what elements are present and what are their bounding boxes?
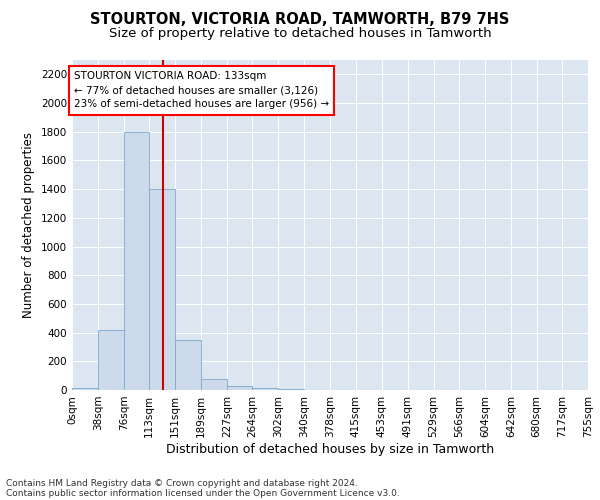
- Bar: [253, 388, 278, 390]
- Bar: [175, 340, 201, 390]
- Bar: [98, 330, 124, 390]
- Text: Size of property relative to detached houses in Tamworth: Size of property relative to detached ho…: [109, 28, 491, 40]
- Text: STOURTON, VICTORIA ROAD, TAMWORTH, B79 7HS: STOURTON, VICTORIA ROAD, TAMWORTH, B79 7…: [91, 12, 509, 28]
- Y-axis label: Number of detached properties: Number of detached properties: [22, 132, 35, 318]
- Text: Contains HM Land Registry data © Crown copyright and database right 2024.: Contains HM Land Registry data © Crown c…: [6, 478, 358, 488]
- Text: Contains public sector information licensed under the Open Government Licence v3: Contains public sector information licen…: [6, 488, 400, 498]
- X-axis label: Distribution of detached houses by size in Tamworth: Distribution of detached houses by size …: [166, 442, 494, 456]
- Bar: [201, 379, 227, 390]
- Bar: [227, 386, 253, 390]
- Bar: [149, 189, 175, 390]
- Bar: [72, 388, 98, 390]
- Text: STOURTON VICTORIA ROAD: 133sqm
← 77% of detached houses are smaller (3,126)
23% : STOURTON VICTORIA ROAD: 133sqm ← 77% of …: [74, 72, 329, 110]
- Bar: [124, 132, 149, 390]
